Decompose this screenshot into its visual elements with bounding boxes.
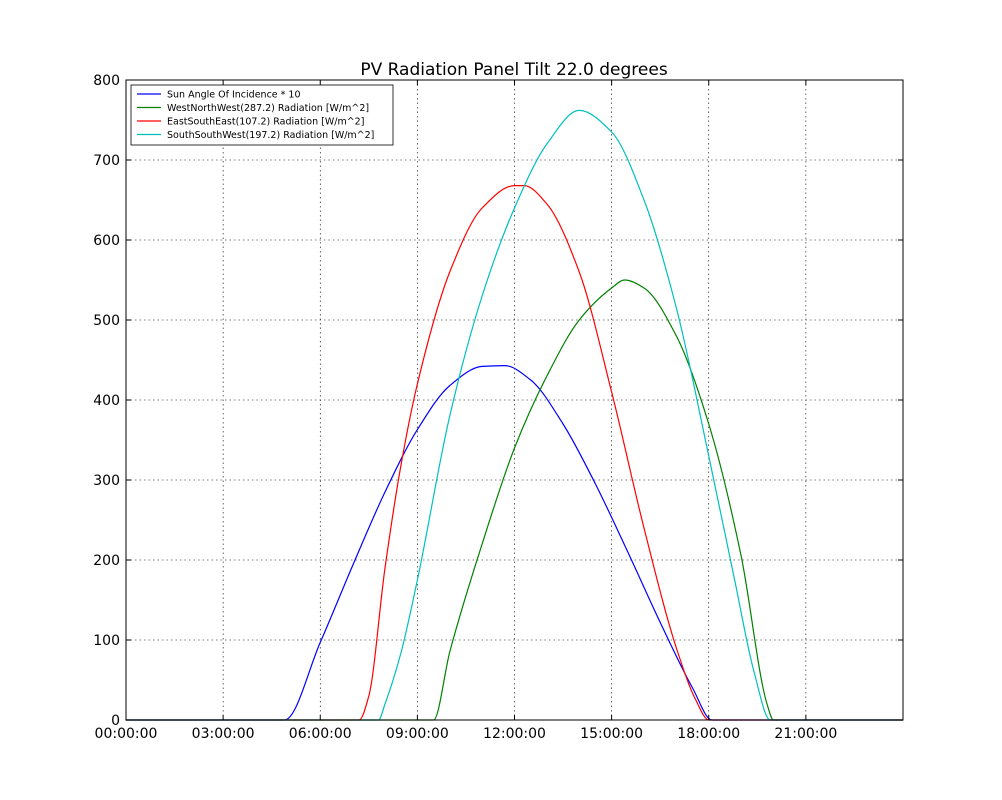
x-tick-label: 06:00:00 (289, 726, 352, 742)
legend-label: EastSouthEast(107.2) Radiation [W/m^2] (167, 117, 364, 128)
series-line-2 (126, 279, 903, 721)
y-tick-label: 400 (93, 393, 120, 409)
legend-label: SouthSouthWest(197.2) Radiation [W/m^2] (167, 130, 374, 141)
y-tick-label: 600 (93, 233, 120, 249)
x-tick-label: 18:00:00 (677, 726, 740, 742)
y-tick-label: 100 (93, 633, 120, 649)
y-tick-label: 700 (93, 153, 120, 169)
y-tick-label: 0 (111, 713, 120, 729)
legend-box (130, 84, 394, 146)
legend-label: Sun Angle Of Incidence * 10 (167, 90, 301, 101)
y-tick-label: 800 (93, 73, 120, 89)
legend-label: WestNorthWest(287.2) Radiation [W/m^2] (167, 103, 369, 114)
y-tick-label: 200 (93, 553, 120, 569)
axis-ticks: 00:00:00 03:00:00 06:00:00 09:00:00 12:00:00… (93, 73, 903, 742)
legend: Sun Angle Of Incidence * 10 WestNorthWest… (130, 84, 394, 146)
chart-title: PV Radiation Panel Tilt 22.0 degrees (360, 60, 668, 80)
series-line-3 (126, 184, 903, 721)
x-tick-label: 03:00:00 (192, 726, 255, 742)
y-tick-label: 500 (93, 313, 120, 329)
x-tick-label: 00:00:00 (95, 726, 158, 742)
x-tick-label: 15:00:00 (580, 726, 643, 742)
y-tick-label: 300 (93, 473, 120, 489)
x-tick-label: 21:00:00 (774, 726, 837, 742)
x-tick-label: 12:00:00 (483, 726, 546, 742)
series-line-4 (126, 109, 903, 721)
grid (126, 80, 903, 720)
x-tick-label: 09:00:00 (386, 726, 449, 742)
